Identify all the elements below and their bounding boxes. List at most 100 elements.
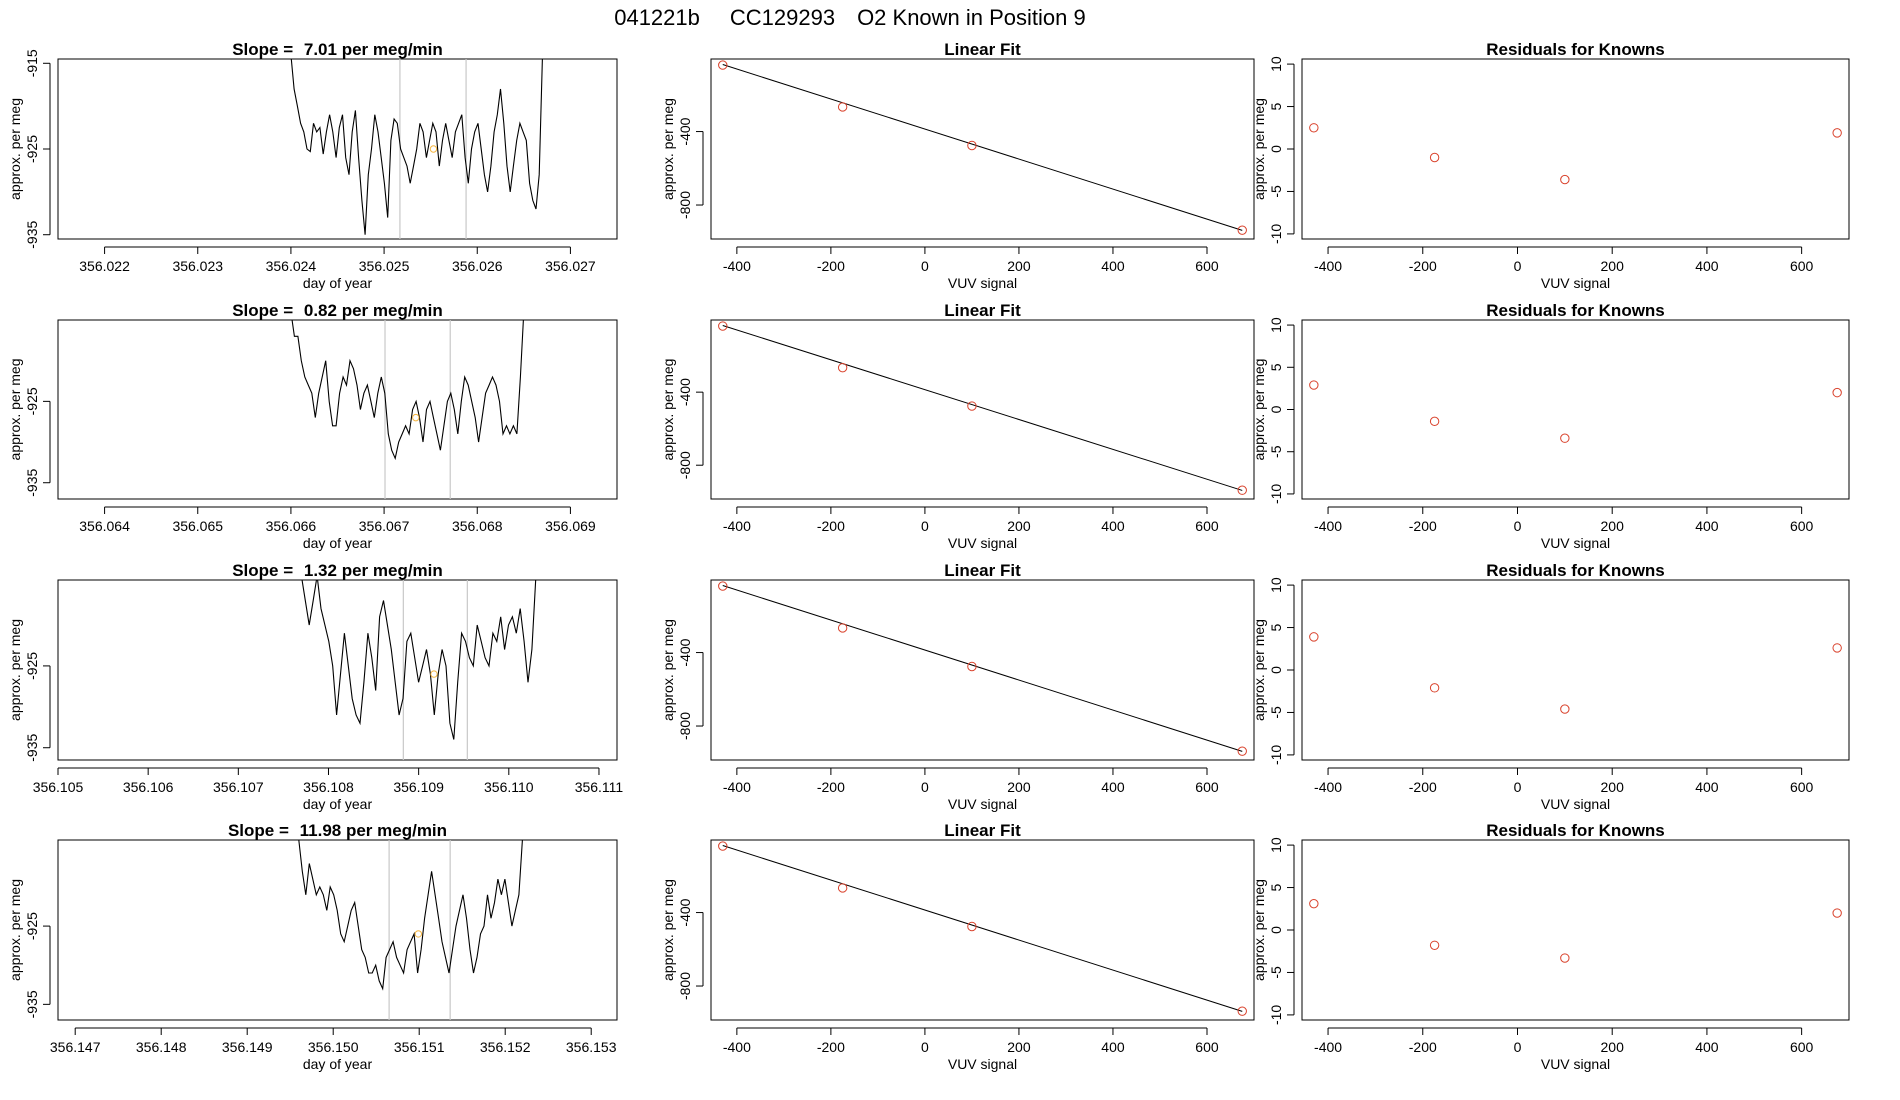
slope-title: Slope = 7.01 per meg/min	[232, 40, 443, 59]
y-tick-label: 0	[1268, 926, 1284, 934]
x-tick-label: 600	[1790, 779, 1814, 795]
x-tick-label: 600	[1195, 518, 1219, 534]
x-tick-label: 356.069	[545, 518, 596, 534]
x-tick-label: -200	[817, 258, 845, 274]
plot-frame	[1301, 579, 1850, 761]
residual-point	[1309, 123, 1319, 133]
plot-frame	[1301, 58, 1850, 240]
y-tick-label: 5	[1268, 623, 1284, 631]
x-tick-label: 200	[1601, 518, 1625, 534]
x-tick-label: -400	[1314, 518, 1342, 534]
x-tick-label: 600	[1790, 518, 1814, 534]
figure-title: 041221b CC129293 O2 Known in Position 9	[614, 5, 1086, 30]
x-tick-label: 0	[921, 518, 929, 534]
x-tick-label: 200	[1007, 1039, 1031, 1055]
x-tick-label: 356.111	[575, 779, 624, 795]
y-tick-label: -5	[1268, 445, 1284, 458]
x-tick-label: 600	[1790, 1039, 1814, 1055]
plot-area	[290, 59, 543, 239]
residuals-title: Residuals for Knowns	[1486, 301, 1665, 320]
slope-title-suffix: per meg/min	[337, 301, 443, 320]
y-tick-label: 10	[1268, 837, 1284, 853]
slope-title-suffix: per meg/min	[337, 40, 443, 59]
y-tick-label: -935	[24, 469, 40, 497]
highlight-point	[412, 413, 420, 422]
y-tick-label: 5	[1268, 883, 1284, 891]
plot-area	[718, 60, 1247, 235]
fit-data-point	[967, 401, 977, 411]
x-tick-label: 356.066	[266, 518, 317, 534]
fit-data-point	[1237, 746, 1247, 756]
x-tick-label: 200	[1601, 1039, 1625, 1055]
plot-frame	[57, 839, 618, 1021]
slope-title: Slope = 11.98 per meg/min	[228, 821, 447, 840]
x-tick-label: 600	[1195, 1039, 1219, 1055]
x-tick-label: -200	[1409, 1039, 1437, 1055]
plot-frame	[710, 319, 1255, 500]
y-tick-label: -925	[24, 652, 40, 680]
x-tick-label: 356.108	[303, 779, 354, 795]
x-axis-label: VUV signal	[1541, 1056, 1610, 1072]
x-tick-label: 356.105	[33, 779, 84, 795]
x-tick-label: 356.109	[393, 779, 444, 795]
plot-frame	[710, 839, 1255, 1021]
x-tick-label: 356.148	[136, 1039, 187, 1055]
y-tick-label: -800	[677, 972, 693, 1000]
fit-data-point	[967, 921, 977, 932]
x-tick-label: -400	[723, 1039, 751, 1055]
y-tick-label: -935	[24, 990, 40, 1018]
x-tick-label: 0	[921, 258, 929, 274]
residual-point	[1832, 387, 1842, 398]
fit-data-point	[967, 140, 977, 151]
residuals-title: Residuals for Knowns	[1486, 40, 1665, 59]
timeseries-trace	[298, 840, 523, 991]
x-tick-label: 0	[921, 779, 929, 795]
residual-point	[1429, 416, 1440, 427]
panel-grid: Slope = 7.01 per meg/min 356.022 356.023 35…	[7, 40, 1850, 1072]
fit-title: Linear Fit	[944, 40, 1021, 59]
x-tick-label: 0	[1514, 258, 1522, 274]
y-axis-label: approx. per meg	[1251, 98, 1267, 200]
plot-area	[1309, 380, 1842, 443]
plot-frame	[57, 579, 618, 761]
residual-point	[1832, 128, 1842, 138]
fit-line	[722, 585, 1243, 752]
x-tick-label: 356.147	[50, 1039, 101, 1055]
panel-timeseries-row-2: Slope = 0.82 per meg/min 356.064 356.065 35…	[7, 301, 618, 551]
y-tick-label: -400	[677, 898, 693, 926]
plot-area	[718, 581, 1247, 756]
x-tick-label: 356.110	[484, 779, 534, 795]
slope-title-suffix: per meg/min	[337, 561, 443, 580]
x-tick-label: 400	[1101, 779, 1125, 795]
plot-area	[1309, 123, 1842, 185]
plot-frame	[710, 58, 1255, 240]
panel-timeseries-row-3: Slope = 1.32 per meg/min 356.105 356.106 35…	[7, 561, 623, 812]
residual-point	[1560, 704, 1570, 714]
plot-area	[1309, 898, 1842, 963]
fit-data-point	[718, 841, 728, 851]
y-tick-label: -800	[677, 712, 693, 740]
x-tick-label: -400	[1314, 779, 1342, 795]
x-tick-label: 356.064	[79, 518, 130, 534]
x-tick-label: 356.024	[266, 258, 317, 274]
x-axis-label: VUV signal	[1541, 796, 1610, 812]
x-tick-label: 200	[1007, 779, 1031, 795]
y-tick-label: -925	[24, 387, 40, 415]
panel-linear_fit-row-2: Linear Fit -400 -200 0 200 400 600 VUV signal -4…	[660, 301, 1255, 551]
y-tick-label: -400	[677, 638, 693, 666]
x-tick-label: -400	[723, 518, 751, 534]
x-tick-label: 400	[1695, 1039, 1719, 1055]
panel-residuals-row-1: Residuals for Knowns -400 -200 0 200 400 600 VU…	[1251, 40, 1850, 291]
x-tick-label: 400	[1101, 258, 1125, 274]
y-axis-label: approx. per meg	[1251, 359, 1267, 461]
y-tick-label: -925	[24, 912, 40, 940]
y-tick-label: 10	[1268, 577, 1284, 593]
fit-title: Linear Fit	[944, 821, 1021, 840]
x-tick-label: -200	[817, 518, 845, 534]
x-axis-label: day of year	[303, 796, 373, 812]
x-tick-label: 0	[921, 1039, 929, 1055]
x-tick-label: 356.067	[359, 518, 410, 534]
fit-line	[722, 845, 1243, 1012]
x-tick-label: -400	[1314, 1039, 1342, 1055]
